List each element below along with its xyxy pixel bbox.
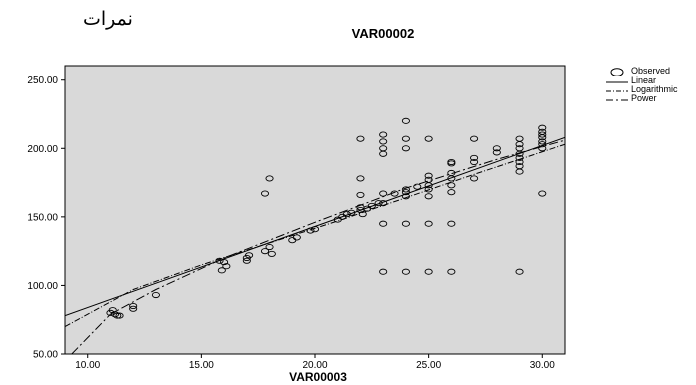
x-tick-label: 25.00	[416, 360, 441, 371]
observed-marker-icon	[606, 68, 628, 76]
y-tick-label: 50.00	[33, 350, 58, 361]
linear-line-icon	[606, 77, 628, 85]
x-tick-label: 30.00	[530, 360, 555, 371]
plot-area	[65, 66, 565, 354]
y-tick-label: 250.00	[27, 75, 58, 86]
x-tick-label: 15.00	[189, 360, 214, 371]
power-line-icon	[606, 95, 628, 103]
legend-item-power: Power	[606, 94, 678, 103]
legend-label-power: Power	[631, 94, 657, 103]
logarithmic-line-icon	[606, 86, 628, 94]
y-tick-label: 150.00	[27, 212, 58, 223]
y-tick-label: 200.00	[27, 144, 58, 155]
legend: Observed Linear Logarithmic Power	[606, 67, 678, 103]
y-tick-label: 100.00	[27, 281, 58, 292]
x-axis-label: VAR00003	[289, 370, 347, 384]
x-tick-label: 10.00	[75, 360, 100, 371]
